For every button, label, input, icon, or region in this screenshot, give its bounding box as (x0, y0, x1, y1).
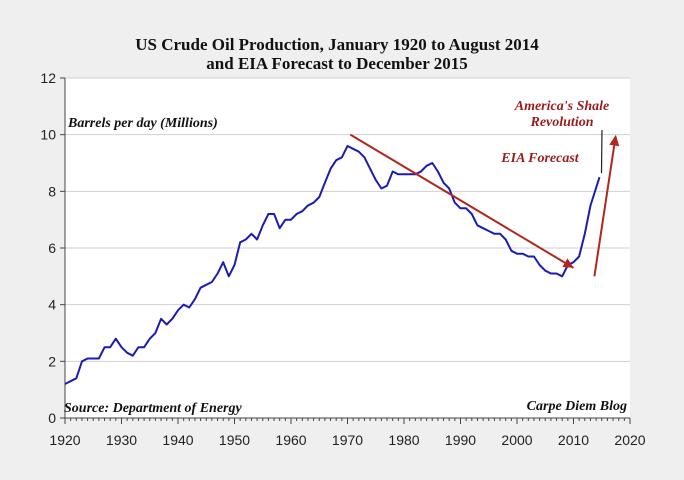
x-tick-label: 1920 (49, 432, 80, 448)
x-tick-label: 1930 (106, 432, 137, 448)
x-tick-label: 1950 (219, 432, 250, 448)
x-tick-label: 2000 (501, 432, 532, 448)
eia-forecast-annotation: EIA Forecast (500, 151, 580, 166)
forecast-arrow-line (593, 145, 616, 277)
source-label: Source: Department of Energy (64, 401, 243, 416)
x-tick-label: 1970 (332, 432, 363, 448)
x-tick-label: 1940 (162, 432, 193, 448)
x-tick-label: 2020 (614, 432, 645, 448)
y-tick-label: 10 (40, 127, 56, 143)
y-tick-label: 6 (48, 240, 56, 256)
forecast-arrowhead (609, 134, 620, 147)
tick-labels: 0 2 4 6 8 10 12 1920 1930 1940 1950 1960 1970 1980 199… (40, 70, 645, 448)
x-tick-label: 1980 (388, 432, 419, 448)
chart-title-line1: US Crude Oil Production, January 1920 to… (135, 35, 539, 54)
x-tick-label: 2010 (558, 432, 589, 448)
decline-trend-line (349, 133, 575, 269)
shale-annotation-line1: America's Shale (514, 99, 610, 114)
y-tick-label: 12 (40, 70, 56, 86)
shale-annotation-line2: Revolution (529, 115, 593, 130)
y-tick-label: 8 (48, 183, 56, 199)
y-axis-label: Barrels per day (Millions) (67, 116, 218, 131)
x-tick-label: 1960 (275, 432, 306, 448)
trend-arrowhead (562, 258, 574, 268)
y-tick-label: 2 (48, 353, 56, 369)
axes (60, 77, 631, 424)
x-tick-label: 1990 (445, 432, 476, 448)
shale-pointer-line (600, 129, 603, 174)
data-layer (64, 129, 620, 385)
y-tick-label: 0 (48, 410, 56, 426)
production-series-line (64, 145, 601, 385)
y-tick-label: 4 (48, 297, 56, 313)
grid-lines (65, 77, 630, 362)
credit-label: Carpe Diem Blog (527, 399, 627, 414)
chart-title-line2: and EIA Forecast to December 2015 (206, 54, 467, 73)
